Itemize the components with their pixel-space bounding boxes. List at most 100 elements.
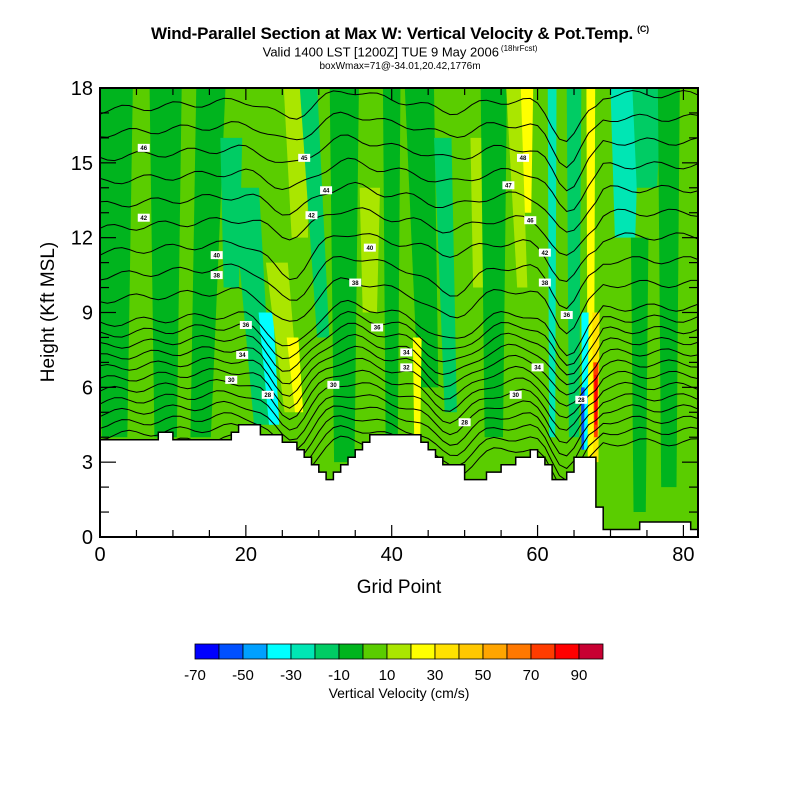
colorbar-cell (362, 643, 388, 660)
colorbar-cell (410, 643, 436, 660)
theta-contour-line (100, 404, 698, 457)
colorbar-cell (242, 643, 268, 660)
y-tick-label: 9 (82, 303, 93, 325)
box-wmax-line: boxWmax=71@-34.01,20.42,1776m (319, 61, 481, 72)
colorbar-cell (434, 643, 460, 660)
contour-label: 36 (239, 320, 252, 329)
colorbar-tick-label: 90 (571, 667, 588, 684)
y-axis-label: Height (Kft MSL) (38, 242, 59, 382)
contour-label-text: 38 (213, 273, 220, 279)
contour-label-bg (516, 153, 529, 162)
velocity-band (382, 88, 401, 438)
colorbar-cell (578, 643, 604, 660)
contour-label-bg (371, 323, 384, 332)
contour-label-text: 34 (239, 353, 246, 359)
colorbar: -70 -50 -30 -10 10 30 50 70 90 (184, 643, 604, 684)
contour-label-text: 30 (512, 393, 519, 399)
colorbar-cell (458, 643, 484, 660)
theta-contour-line (100, 111, 698, 169)
velocity-band (610, 88, 640, 238)
contour-label: 40 (210, 251, 223, 259)
contour-label: 42 (538, 248, 551, 257)
colorbar-tick-label: -50 (232, 667, 254, 684)
colorbar-title: Vertical Velocity (cm/s) (329, 685, 470, 701)
colorbar-cell (338, 643, 364, 660)
velocity-band (190, 88, 226, 438)
contour-label-bg (458, 418, 471, 427)
theta-contour-line (100, 299, 698, 357)
theta-contour-line (100, 415, 698, 470)
contour-label-text: 36 (243, 323, 250, 329)
velocity-band (630, 237, 649, 513)
contour-label-bg (137, 213, 150, 222)
theta-contour-line (100, 207, 698, 256)
colorbar-cell (266, 643, 292, 660)
chart-title: Wind-Parallel Section at Max W: Vertical… (0, 24, 800, 44)
contour-label: 34 (400, 348, 413, 357)
contour-label: 46 (137, 143, 150, 152)
velocity-band (100, 88, 133, 438)
x-tick-label: 0 (94, 544, 105, 566)
chart-subtitle: Valid 1400 LST [1200Z] TUE 9 May 2006 (18… (0, 44, 800, 59)
contour-label: 30 (225, 375, 238, 384)
colorbar-tick-label: -70 (184, 667, 206, 684)
colorbar-cell (554, 643, 580, 660)
colorbar-tick-label: 10 (379, 667, 396, 684)
colorbar-cell (530, 643, 556, 660)
x-axis-label: Grid Point (357, 577, 442, 598)
colorbar-tick-label: 70 (523, 667, 540, 684)
contour-label-bg (560, 310, 573, 319)
y-tick-label: 3 (82, 452, 93, 474)
contour-label-bg (400, 363, 413, 372)
chart-title-suffix: (C) (637, 24, 649, 35)
contour-label-text: 47 (505, 183, 512, 189)
velocity-band (434, 137, 457, 413)
theta-contour-line (100, 393, 698, 444)
contour-label-text: 42 (542, 251, 549, 257)
contour-label-bg (538, 278, 551, 287)
y-tick-label: 6 (82, 377, 93, 399)
contour-label-text: 38 (352, 281, 359, 287)
x-tick-label: 80 (672, 544, 694, 566)
contour-label: 30 (509, 390, 522, 399)
colorbar-cell (290, 643, 316, 660)
contour-label-bg (509, 390, 522, 399)
contour-label-text: 38 (542, 281, 549, 287)
contour-label-bg (298, 153, 311, 162)
theta-contour-line (100, 277, 698, 335)
contour-label-text: 34 (534, 366, 541, 372)
contour-label-bg (320, 186, 333, 195)
contour-label: 32 (400, 363, 413, 372)
colorbar-tick-label: -10 (328, 667, 350, 684)
theta-contour-line (100, 357, 698, 409)
contour-label: 38 (210, 271, 223, 279)
contour-label-text: 30 (228, 378, 235, 384)
contour-label: 28 (261, 390, 274, 399)
theta-contour-line (100, 345, 698, 397)
contour-label: 47 (502, 181, 515, 190)
contour-label-bg (363, 243, 376, 252)
contour-label-bg (524, 216, 537, 225)
contour-label-text: 34 (403, 351, 410, 357)
velocity-band (149, 88, 182, 438)
valid-time: Valid 1400 LST [1200Z] TUE 9 May 2006 (262, 44, 499, 60)
contour-label: 30 (327, 380, 340, 389)
colorbar-tick-label: 50 (475, 667, 492, 684)
velocity-band (404, 88, 439, 388)
contour-label-text: 30 (330, 383, 337, 389)
contour-label-text: 28 (264, 393, 271, 399)
colorbar-cell (218, 643, 244, 660)
velocity-band (329, 88, 359, 463)
forecast-hour: (18hrFcst) (500, 44, 538, 53)
contour-label-bg (502, 181, 515, 190)
contour-label-text: 36 (374, 326, 381, 332)
contour-label: 42 (137, 213, 150, 222)
contour-label-bg (236, 350, 249, 359)
theta-contour-line (100, 322, 698, 376)
contour-label: 44 (320, 186, 333, 195)
contour-label-bg (327, 380, 340, 389)
velocity-band (283, 88, 308, 238)
contour-label-bg (239, 320, 252, 329)
theta-contour-line (100, 232, 698, 283)
